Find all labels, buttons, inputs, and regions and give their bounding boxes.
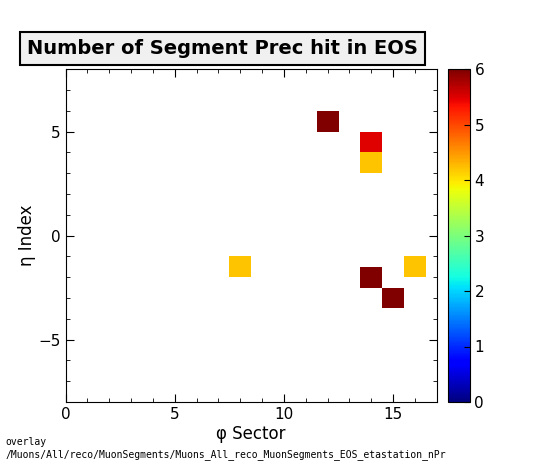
- Y-axis label: η Index: η Index: [17, 205, 35, 267]
- Text: Number of Segment Prec hit in EOS: Number of Segment Prec hit in EOS: [27, 39, 418, 58]
- Bar: [404, 256, 426, 277]
- Bar: [360, 152, 382, 173]
- Text: overlay
/Muons/All/reco/MuonSegments/Muons_All_reco_MuonSegments_EOS_etastation_: overlay /Muons/All/reco/MuonSegments/Muo…: [5, 437, 446, 460]
- Bar: [360, 267, 382, 287]
- Bar: [229, 256, 251, 277]
- X-axis label: φ Sector: φ Sector: [216, 425, 286, 443]
- Bar: [317, 111, 339, 132]
- Bar: [360, 132, 382, 152]
- Bar: [382, 287, 404, 309]
